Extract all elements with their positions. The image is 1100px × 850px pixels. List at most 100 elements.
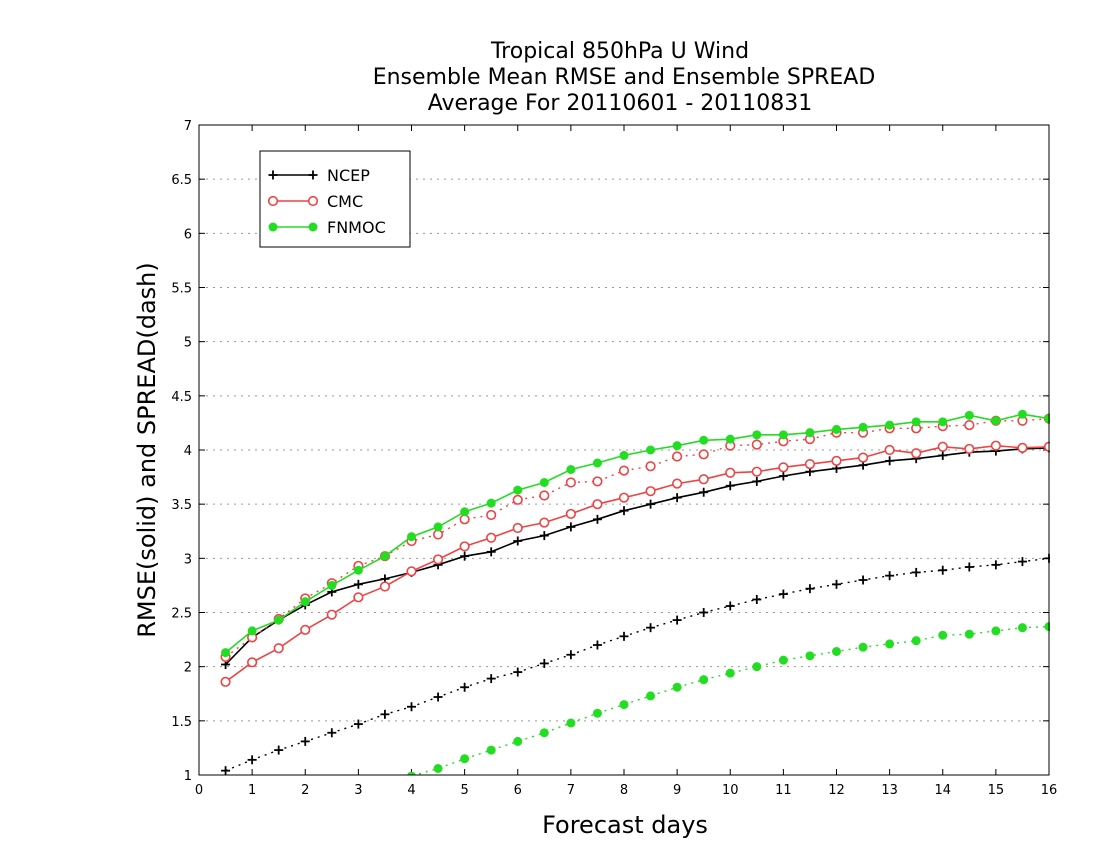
series-line [225,417,1050,658]
axis-ticks [198,124,1050,776]
data-point [964,443,975,455]
data-point [805,651,815,661]
data-point [539,490,550,501]
data-point [699,435,709,445]
x-tick-label: 15 [988,783,1005,798]
data-point [937,441,948,452]
data-point [247,657,258,668]
x-tick-label: 16 [1041,783,1058,798]
data-point [247,755,257,765]
data-point [725,467,736,478]
data-point [407,532,416,542]
y-axis-label: RMSE(solid) and SPREAD(dash) [133,262,161,638]
tick-labels: 11.522.533.544.555.566.570 1 2 3 4 5 6 7 8 9 10 11 1… [171,119,1057,798]
series-line [225,444,1050,683]
data-point [300,597,310,607]
data-point [619,631,629,641]
y-tick-label: 4 [184,444,192,459]
data-point [964,562,974,572]
data-point [672,451,683,462]
data-point [885,420,895,430]
title-line-3: Average For 20110601 - 20110831 [428,91,813,116]
data-point [460,507,470,517]
data-point [459,514,470,525]
data-point [460,551,470,561]
legend-marker [268,170,278,180]
data-point [486,498,496,508]
x-tick-label: 0 [195,783,203,798]
data-point [751,466,762,477]
x-tick-label: 10 [722,783,739,798]
y-tick-label: 6 [184,227,192,242]
data-point [990,440,1001,451]
series-ncep-rmse [221,443,1050,669]
legend: NCEP CMC FNMOC [259,150,411,248]
data-point [804,458,816,470]
data-point [618,465,630,476]
data-point [433,522,443,532]
legend-marker [267,195,279,207]
legend-item-cmc: CMC [267,192,363,211]
x-tick-label: 9 [673,783,681,798]
series-line [225,413,1050,654]
legend-marker [268,222,278,232]
data-point [273,643,284,654]
plot-frame [198,124,1050,776]
data-point [353,592,364,603]
data-point [938,565,948,575]
data-point [832,647,841,656]
data-point [566,718,576,728]
data-point [380,551,390,561]
data-point [486,745,496,755]
data-point [938,450,948,460]
data-point [619,506,629,516]
y-tick-label: 6.5 [171,173,192,188]
data-point [938,417,948,427]
data-point [512,522,523,534]
data-point [752,430,762,440]
y-tick-label: 7 [184,119,192,134]
x-tick-label: 5 [460,783,468,798]
data-point [885,571,895,581]
data-point [778,655,788,665]
data-point [964,629,974,639]
data-point [539,531,549,541]
data-point [752,595,762,604]
data-point [274,615,284,625]
data-point [460,754,470,764]
title-line-1: Tropical 850hPa U Wind [490,39,749,64]
x-tick-label: 6 [514,783,522,798]
series-line [225,557,1050,772]
data-point [964,410,974,420]
data-point [513,536,523,546]
data-point [672,682,682,692]
data-point [964,419,975,431]
data-point [646,691,656,701]
data-point [1017,557,1027,567]
data-point [300,736,310,746]
legend-label: CMC [327,192,363,211]
series-ncep-spread [221,553,1050,775]
data-point [752,662,762,672]
data-point [433,692,443,702]
data-point [513,736,523,746]
data-point [539,478,549,487]
data-point [407,771,416,775]
data-point [911,448,922,459]
data-point [699,487,709,497]
data-point [432,529,444,540]
data-point [725,601,735,611]
y-tick-label: 5 [184,336,192,351]
x-axis-label: Forecast days [542,811,708,839]
data-point [672,441,682,451]
data-point [460,682,470,692]
y-tick-label: 1 [184,769,192,784]
legend-label: NCEP [327,166,370,185]
y-tick-label: 3 [184,552,192,567]
data-point [565,477,576,488]
data-point [592,458,602,468]
data-point [486,532,497,543]
title-line-2: Ensemble Mean RMSE and Ensemble SPREAD [373,65,876,90]
legend-marker [308,222,318,232]
data-point [221,800,230,809]
